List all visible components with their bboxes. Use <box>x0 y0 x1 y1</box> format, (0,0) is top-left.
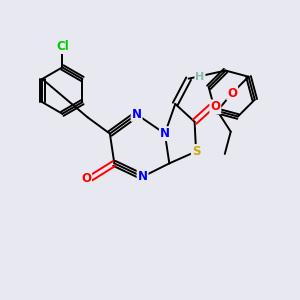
Text: N: N <box>132 108 142 121</box>
Text: O: O <box>227 87 237 100</box>
Text: H: H <box>195 72 205 82</box>
Text: N: N <box>160 127 170 140</box>
Text: O: O <box>81 172 91 185</box>
Text: O: O <box>210 100 220 113</box>
Text: N: N <box>138 170 148 183</box>
Text: S: S <box>192 145 200 158</box>
Text: Cl: Cl <box>56 40 69 53</box>
